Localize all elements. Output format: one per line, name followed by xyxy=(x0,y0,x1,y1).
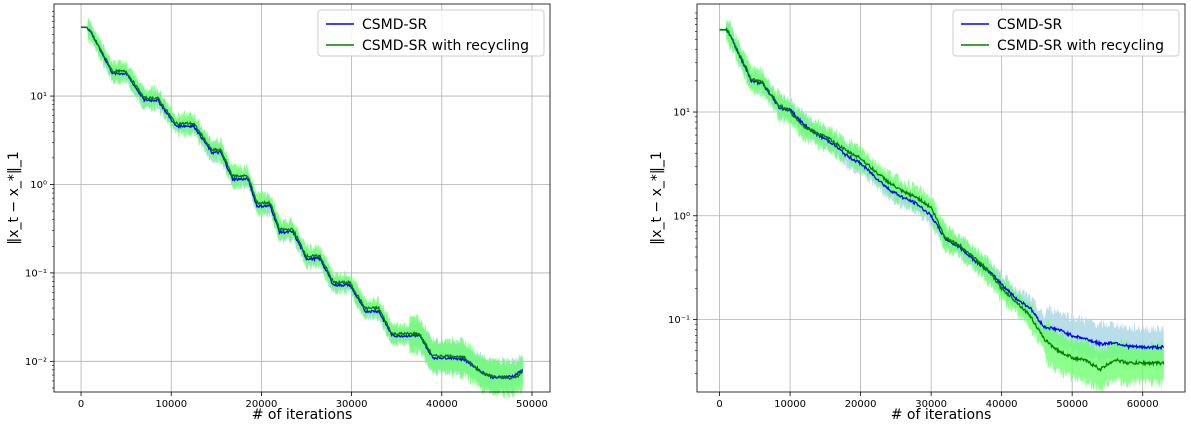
series-line xyxy=(81,26,524,381)
plot-frame xyxy=(53,3,551,393)
legend-box xyxy=(317,9,545,57)
x-tick-label: 50000 xyxy=(516,399,548,410)
legend-label: CSMD-SR with recycling xyxy=(362,38,529,54)
x-tick-label: 20000 xyxy=(845,399,877,410)
x-tick-label: 0 xyxy=(78,399,84,410)
x-tick-label: 40000 xyxy=(426,399,458,410)
series-band xyxy=(81,19,523,396)
chart-1: 0 10000 20000 30000 40000 50000 10⁻² 10⁻¹ 10⁰ 10¹… xyxy=(6,3,551,423)
x-axis-label: # of iterations xyxy=(891,407,992,423)
x-tick-label: 50000 xyxy=(1056,399,1088,410)
legend-label: CSMD-SR xyxy=(997,17,1062,33)
x-tick-label: 60000 xyxy=(1127,399,1159,410)
y-tick-label: 10⁰ xyxy=(673,211,690,222)
x-tick-label: 10000 xyxy=(774,399,806,410)
x-tick-label: 40000 xyxy=(986,399,1018,410)
x-axis-label: # of iterations xyxy=(252,407,353,423)
y-tick-label: 10⁻¹ xyxy=(668,315,690,326)
x-tick-label: 20000 xyxy=(246,399,278,410)
series-line xyxy=(81,26,524,380)
y-axis-label: ‖x_t − x_*‖_1 xyxy=(649,151,665,245)
legend-label: CSMD-SR xyxy=(362,17,427,33)
series-band xyxy=(719,16,1164,394)
x-tick-label: 30000 xyxy=(915,399,947,410)
y-axis-label: ‖x_t − x_*‖_1 xyxy=(6,151,22,245)
plot-frame xyxy=(696,3,1186,393)
x-tick-label: 30000 xyxy=(336,399,368,410)
y-tick-label: 10⁻¹ xyxy=(25,268,47,279)
y-tick-label: 10¹ xyxy=(673,108,690,119)
legend-box xyxy=(952,9,1180,57)
series-line xyxy=(719,29,1164,351)
x-tick-label: 10000 xyxy=(155,399,187,410)
y-tick-label: 10⁰ xyxy=(30,180,47,191)
series-band xyxy=(81,16,523,400)
series-line xyxy=(719,26,1165,372)
series-band xyxy=(719,20,1164,369)
y-tick-label: 10¹ xyxy=(30,92,47,103)
chart-2: 0 10000 20000 30000 40000 50000 60000 10⁻¹ 10⁰ 10… xyxy=(649,3,1186,423)
y-tick-label: 10⁻² xyxy=(25,357,47,368)
legend-label: CSMD-SR with recycling xyxy=(997,38,1164,54)
x-tick-label: 0 xyxy=(716,399,722,410)
